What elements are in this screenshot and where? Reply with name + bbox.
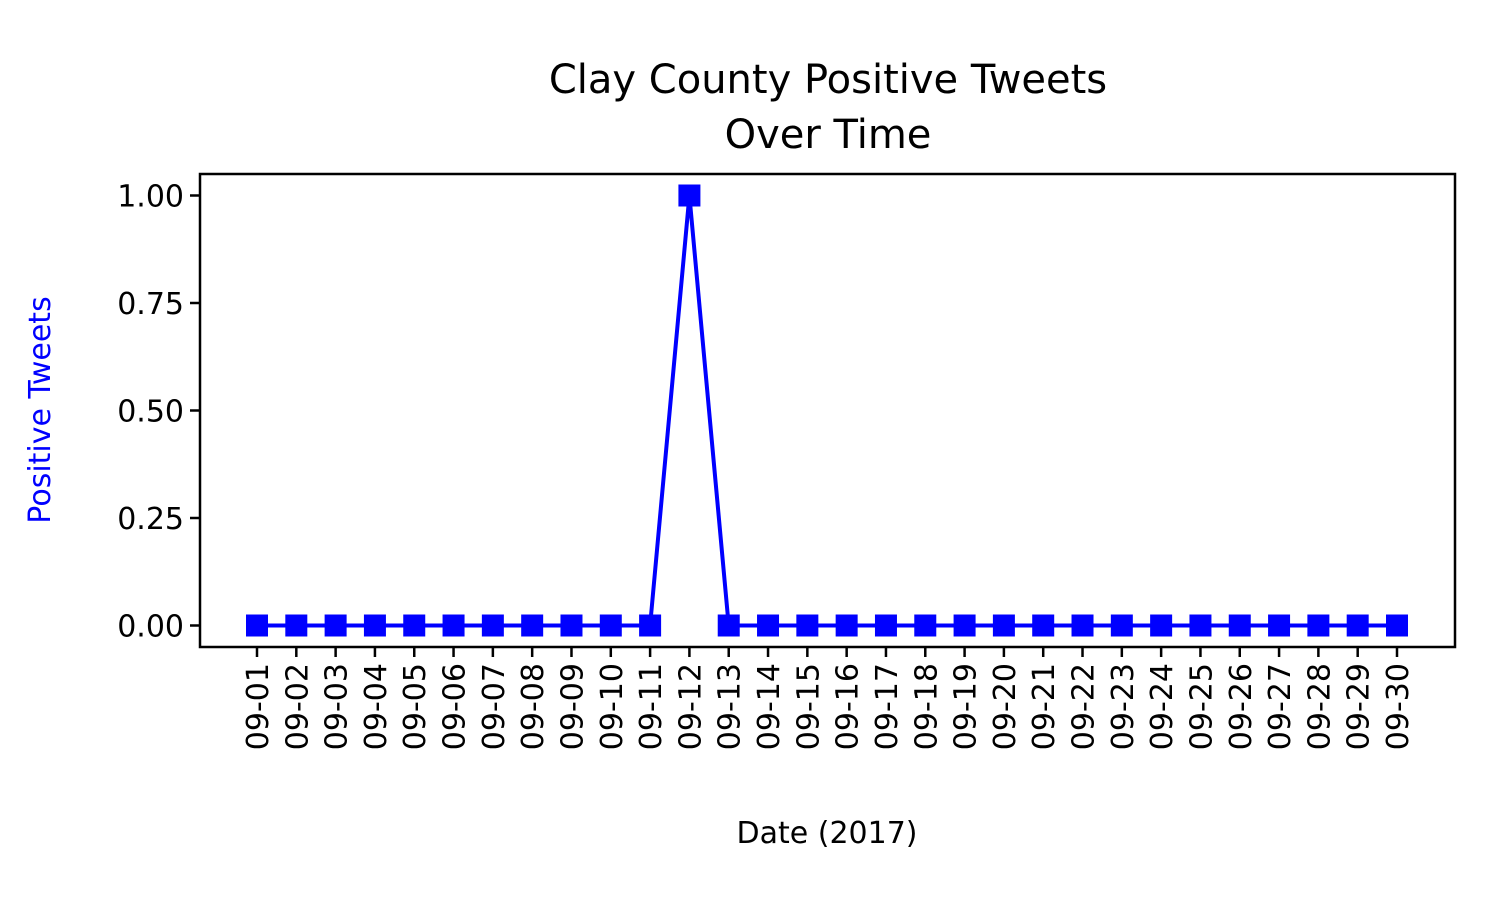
data-point-09-11 — [639, 614, 662, 637]
y-tick-label: 0.25 — [117, 502, 184, 537]
x-tick-label: 09-03 — [320, 663, 355, 750]
data-point-09-10 — [599, 614, 622, 637]
x-tick-label: 09-14 — [752, 663, 787, 750]
x-tick-label: 09-07 — [477, 663, 512, 750]
data-point-09-01 — [246, 614, 268, 637]
x-tick-label: 09-25 — [1184, 663, 1219, 750]
x-tick-label: 09-10 — [595, 663, 630, 750]
x-tick-label: 09-19 — [949, 663, 984, 750]
x-axis-label: Date (2017) — [737, 816, 918, 851]
x-tick-label: 09-24 — [1145, 663, 1180, 750]
data-point-09-14 — [757, 614, 780, 637]
data-point-09-07 — [481, 614, 504, 637]
x-tick-label: 09-06 — [438, 663, 473, 750]
x-tick-label: 09-13 — [713, 663, 748, 750]
y-axis-label: Positive Tweets — [23, 296, 58, 523]
data-point-09-26 — [1228, 614, 1251, 637]
x-tick-label: 09-22 — [1067, 663, 1102, 750]
data-point-09-05 — [403, 614, 426, 637]
x-tick-label: 09-21 — [1027, 663, 1062, 750]
data-point-09-24 — [1150, 614, 1173, 637]
x-tick-label: 09-16 — [831, 663, 866, 750]
x-tick-label: 09-05 — [398, 663, 433, 750]
x-tick-label: 09-04 — [359, 663, 394, 750]
y-tick-label: 1.00 — [117, 180, 184, 215]
data-point-09-04 — [363, 614, 386, 637]
x-tick-label: 09-18 — [909, 663, 944, 750]
x-tick-label: 09-23 — [1106, 663, 1141, 750]
y-tick-label: 0.00 — [117, 610, 184, 645]
chart-title-line-2: Over Time — [725, 112, 932, 158]
series-group — [246, 184, 1408, 637]
data-point-09-23 — [1110, 614, 1133, 637]
x-tick-label: 09-15 — [791, 663, 826, 750]
data-point-09-18 — [914, 614, 937, 637]
data-point-09-17 — [874, 614, 897, 637]
data-point-09-19 — [953, 614, 976, 637]
data-point-09-25 — [1189, 614, 1212, 637]
chart-title-line-1: Clay County Positive Tweets — [549, 57, 1107, 103]
x-axis-ticks: 09-01 09-02 09-03 09-04 09-05 09-06 09-07 09-08… — [241, 647, 1416, 750]
series-line-0 — [257, 193, 1397, 628]
data-point-09-16 — [835, 614, 858, 637]
x-tick-label: 09-01 — [241, 663, 276, 750]
y-axis-ticks: 0.00 0.25 0.50 0.75 1.00 — [117, 180, 200, 645]
data-point-09-08 — [521, 614, 544, 637]
x-tick-label: 09-02 — [280, 663, 315, 750]
data-point-09-12 — [678, 184, 701, 207]
y-tick-label: 0.50 — [117, 395, 184, 430]
x-tick-label: 09-20 — [988, 663, 1023, 750]
data-point-09-20 — [992, 614, 1015, 637]
x-tick-label: 09-12 — [673, 663, 708, 750]
data-point-09-29 — [1346, 614, 1369, 637]
data-point-09-15 — [796, 614, 819, 637]
x-tick-label: 09-17 — [870, 663, 905, 750]
x-tick-label: 09-26 — [1224, 663, 1259, 750]
plot-area-frame — [198, 172, 1457, 649]
data-point-09-22 — [1071, 614, 1094, 637]
data-point-09-28 — [1307, 614, 1330, 637]
x-tick-label: 09-29 — [1342, 663, 1377, 750]
x-tick-label: 09-28 — [1302, 663, 1337, 750]
x-tick-label: 09-09 — [555, 663, 590, 750]
x-tick-label: 09-11 — [634, 663, 669, 750]
y-tick-label: 0.75 — [117, 287, 184, 322]
data-point-09-09 — [560, 614, 583, 637]
data-point-09-06 — [442, 614, 465, 637]
x-tick-label: 09-08 — [516, 663, 551, 750]
x-tick-label: 09-27 — [1263, 663, 1298, 750]
data-point-09-03 — [324, 614, 347, 637]
data-point-09-27 — [1268, 614, 1291, 637]
data-point-09-13 — [717, 614, 740, 637]
x-tick-label: 09-30 — [1381, 663, 1416, 750]
data-point-09-21 — [1032, 614, 1055, 637]
data-point-09-02 — [285, 614, 308, 637]
data-point-09-30 — [1386, 614, 1408, 637]
